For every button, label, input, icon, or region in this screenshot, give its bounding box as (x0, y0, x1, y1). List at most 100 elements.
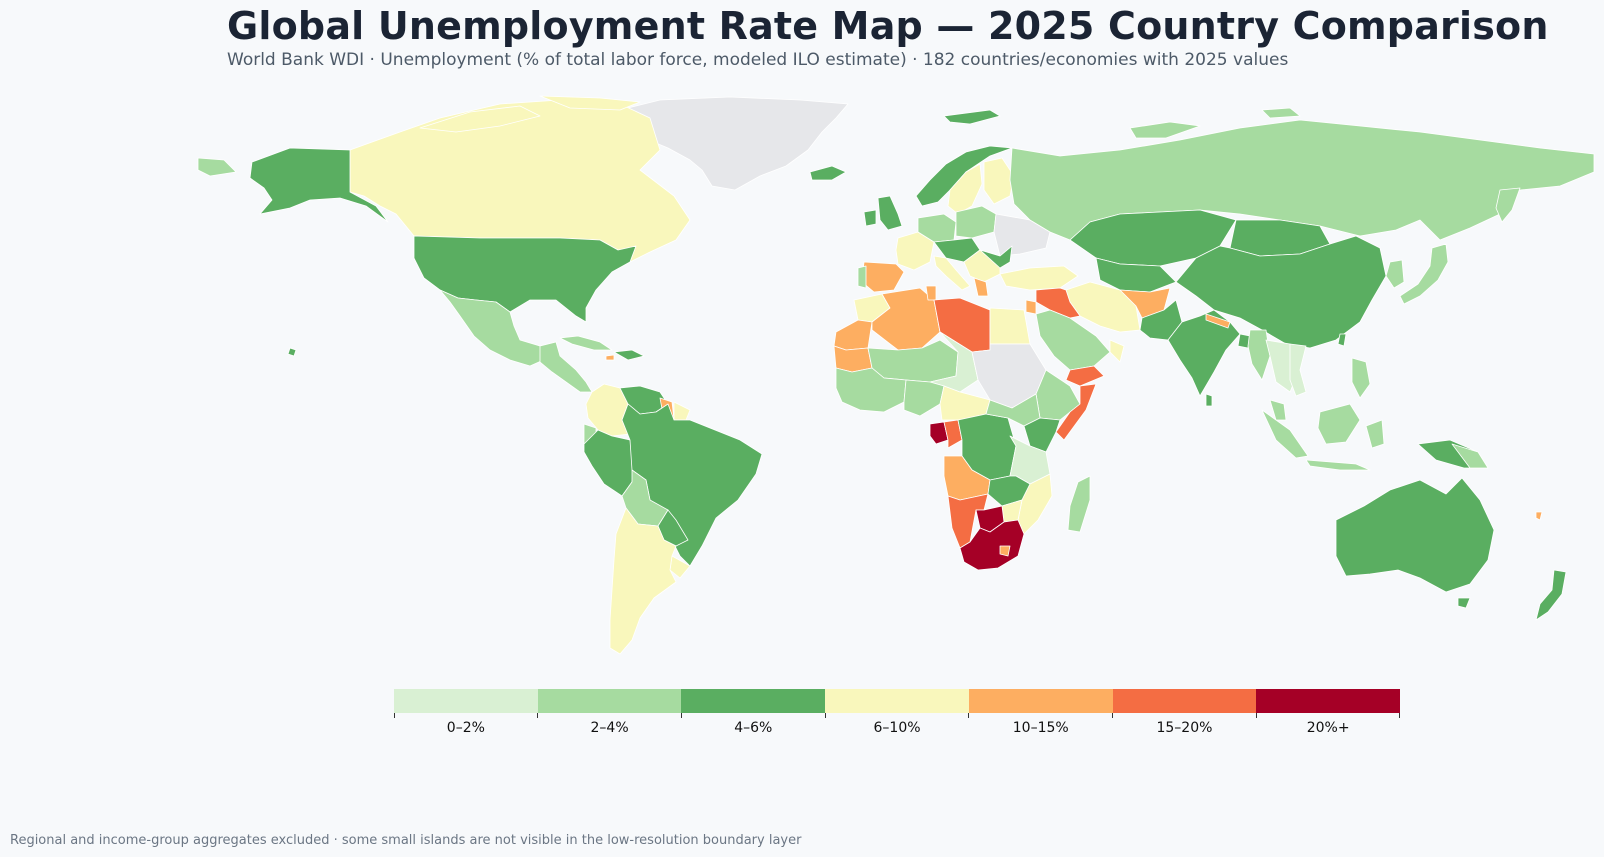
region-western-sahara[interactable] (833, 319, 873, 351)
region-peru[interactable] (583, 429, 637, 497)
region-cuba[interactable] (559, 335, 613, 351)
region-iraq-syria[interactable] (1035, 287, 1081, 319)
region-oman[interactable] (1109, 339, 1125, 363)
page-subtitle: World Bank WDI · Unemployment (% of tota… (227, 50, 1289, 70)
region-russian-arctic-2[interactable] (1261, 107, 1301, 119)
region-alaska[interactable] (249, 147, 389, 223)
region-russian-arctic[interactable] (1129, 121, 1201, 139)
region-greece[interactable] (973, 277, 989, 297)
legend-label: 4–6% (734, 720, 773, 736)
region-uk[interactable] (877, 195, 903, 231)
region-japan[interactable] (1399, 243, 1449, 305)
legend-label: 15–20% (1156, 720, 1213, 736)
legend-tick (1112, 713, 1113, 718)
page-title: Global Unemployment Rate Map — 2025 Coun… (227, 4, 1549, 48)
region-greenland[interactable] (611, 96, 849, 191)
region-china[interactable] (1175, 235, 1387, 349)
legend-swatch-1 (537, 689, 682, 713)
legend-tick (681, 713, 682, 718)
legend-swatch-0 (394, 689, 538, 713)
legend-bar (394, 689, 1401, 713)
region-finland[interactable] (983, 157, 1015, 205)
region-somalia[interactable] (1055, 383, 1097, 441)
region-egypt[interactable] (989, 307, 1031, 345)
region-arctic-islands-2[interactable] (539, 95, 641, 111)
legend-swatch-5 (1112, 689, 1257, 713)
region-romania[interactable] (979, 245, 1013, 269)
region-central-asia[interactable] (1095, 257, 1177, 293)
region-hispaniola[interactable] (613, 349, 645, 361)
region-canada[interactable] (349, 99, 691, 263)
region-sri-lanka[interactable] (1205, 393, 1213, 407)
region-myanmar[interactable] (1247, 329, 1271, 381)
footnote: Regional and income-group aggregates exc… (10, 833, 802, 848)
region-sulawesi[interactable] (1365, 419, 1385, 449)
region-suriname[interactable] (673, 401, 691, 421)
region-argentina[interactable] (609, 507, 677, 655)
region-jamaica[interactable] (605, 354, 615, 361)
region-java[interactable] (1305, 459, 1371, 471)
region-saudi[interactable] (1035, 309, 1111, 371)
region-svalbard[interactable] (943, 109, 1001, 125)
map-legend: 0–2% 2–4% 4–6% 6–10% 10–15% 15–20% 20%+ (394, 689, 1401, 749)
region-tunisia[interactable] (925, 285, 937, 301)
region-vietnam[interactable] (1289, 343, 1307, 397)
region-bangladesh[interactable] (1237, 333, 1251, 349)
region-png-east[interactable] (1451, 443, 1489, 469)
region-new-zealand[interactable] (1535, 569, 1567, 621)
region-jordan[interactable] (1025, 299, 1037, 315)
region-spain[interactable] (861, 261, 905, 293)
region-congo[interactable] (943, 419, 963, 449)
region-south-africa[interactable] (959, 519, 1025, 571)
legend-tick (825, 713, 826, 718)
region-taiwan[interactable] (1337, 333, 1347, 347)
legend-label: 2–4% (590, 720, 629, 736)
region-gabon[interactable] (929, 421, 949, 445)
region-tasmania[interactable] (1457, 597, 1471, 609)
region-turkey[interactable] (999, 265, 1079, 291)
region-kamchatka[interactable] (1495, 187, 1521, 223)
region-india[interactable] (1167, 309, 1241, 397)
region-mauritania[interactable] (833, 345, 873, 373)
region-nepal[interactable] (1205, 313, 1231, 329)
region-chukotka[interactable] (197, 157, 237, 177)
legend-tick (1399, 713, 1400, 718)
region-madagascar[interactable] (1067, 475, 1091, 533)
region-hawaii[interactable] (287, 347, 297, 357)
region-arctic-islands-1[interactable] (419, 105, 541, 133)
legend-tick (968, 713, 969, 718)
region-central-america[interactable] (539, 341, 593, 393)
region-yemen[interactable] (1065, 365, 1105, 387)
region-iceland[interactable] (809, 165, 847, 181)
legend-swatch-2 (681, 689, 826, 713)
legend-tick (1256, 713, 1257, 718)
region-korea[interactable] (1385, 259, 1405, 289)
region-poland-baltics[interactable] (955, 205, 997, 239)
region-ireland[interactable] (863, 209, 877, 227)
legend-label: 0–2% (446, 720, 485, 736)
region-malaysia[interactable] (1269, 399, 1287, 421)
legend-tick (537, 713, 538, 718)
region-fiji[interactable] (1535, 511, 1543, 521)
region-sweden[interactable] (947, 163, 983, 215)
region-borneo[interactable] (1317, 403, 1361, 445)
region-italy[interactable] (933, 255, 971, 291)
region-lesotho[interactable] (999, 545, 1011, 557)
legend-label: 20%+ (1306, 720, 1350, 736)
legend-tick (394, 713, 395, 718)
region-philippines[interactable] (1351, 357, 1371, 399)
legend-label: 6–10% (873, 720, 921, 736)
legend-swatch-3 (825, 689, 969, 713)
legend-ticks (394, 713, 1400, 719)
region-usa[interactable] (413, 235, 637, 323)
legend-labels: 0–2% 2–4% 4–6% 6–10% 10–15% 15–20% 20%+ (394, 719, 1400, 736)
legend-label: 10–15% (1012, 720, 1069, 736)
region-portugal[interactable] (857, 265, 867, 289)
region-sumatra[interactable] (1261, 409, 1309, 459)
region-australia[interactable] (1335, 477, 1495, 593)
region-norway[interactable] (915, 145, 1013, 207)
region-nigeria[interactable] (903, 379, 945, 417)
legend-swatch-4 (968, 689, 1113, 713)
